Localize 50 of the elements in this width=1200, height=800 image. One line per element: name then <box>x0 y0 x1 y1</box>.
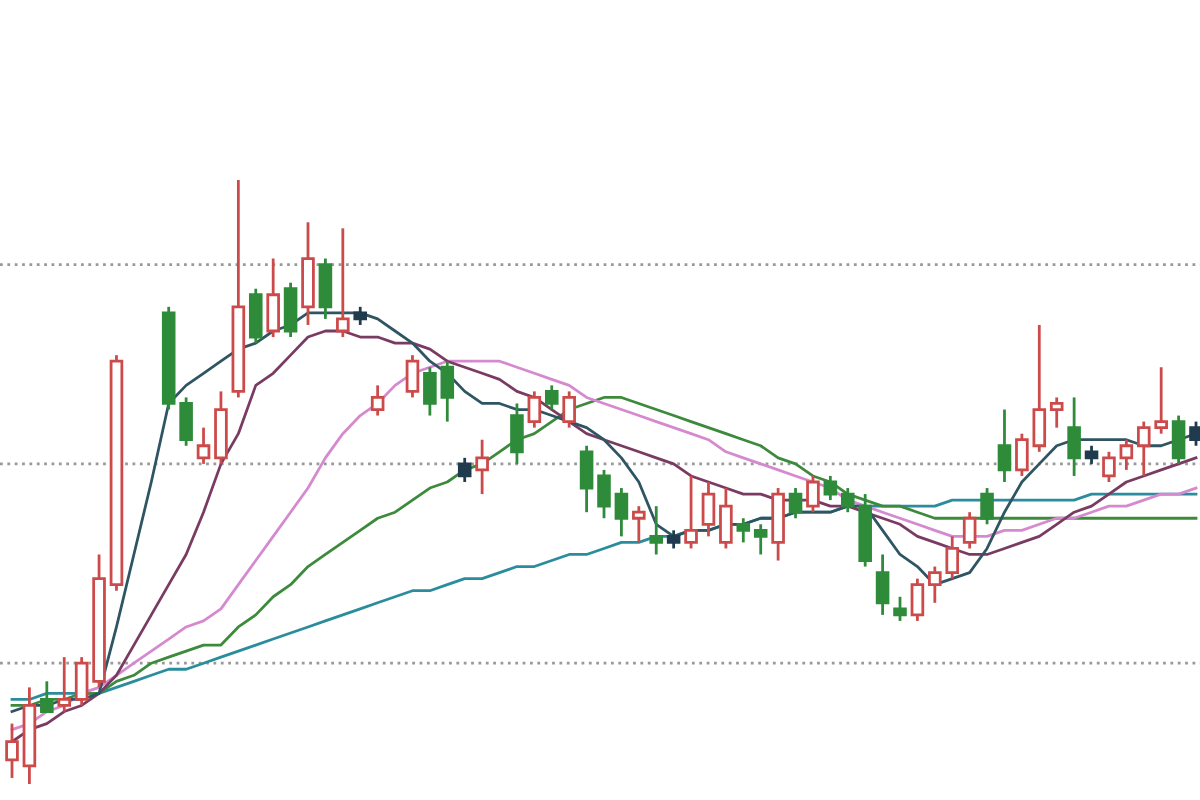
candlestick <box>753 522 768 556</box>
candlestick <box>196 426 211 466</box>
candlestick <box>579 444 594 514</box>
candlestick <box>684 474 698 550</box>
candlestick <box>1084 444 1099 466</box>
candlestick <box>562 390 576 430</box>
candlestick <box>893 595 907 623</box>
candlestick <box>40 679 54 713</box>
candlestick <box>1119 438 1134 472</box>
candlestick <box>910 577 925 623</box>
candlestick <box>179 396 193 448</box>
candlestick <box>57 655 72 713</box>
candlestick <box>266 257 280 339</box>
candlestick <box>544 383 559 411</box>
candlestick <box>353 305 368 327</box>
candlestick <box>666 528 681 550</box>
candlestick <box>614 486 629 538</box>
candlestick <box>875 553 890 617</box>
candlestick <box>701 480 716 538</box>
candlestick <box>1015 432 1029 478</box>
candlestick <box>423 365 437 417</box>
candlestick <box>283 281 298 339</box>
candlestick <box>597 468 611 520</box>
candlestick <box>74 655 89 707</box>
candlestick <box>5 722 19 780</box>
candlestick <box>1032 323 1047 454</box>
candlestick <box>719 486 733 550</box>
candlestick <box>527 390 542 430</box>
candlestick <box>1049 396 1064 430</box>
candlestick <box>248 287 263 345</box>
candlestick <box>440 359 455 423</box>
candlestick <box>1171 414 1186 466</box>
candlestick <box>806 474 820 514</box>
candlestick <box>475 438 489 496</box>
candlestick <box>336 226 350 339</box>
candlestick <box>632 504 646 544</box>
candlestick <box>736 516 751 544</box>
candlestick <box>649 504 664 556</box>
candlestick <box>980 486 994 526</box>
candlestick <box>1102 450 1116 484</box>
candlestick <box>510 402 524 466</box>
candlestick <box>318 257 333 321</box>
candlestick <box>997 408 1012 484</box>
candlestick <box>457 456 472 484</box>
candlestick <box>788 486 803 520</box>
candlestick <box>370 383 385 417</box>
candlestick <box>823 474 838 502</box>
candlestick <box>962 510 977 550</box>
candlestick <box>1067 396 1081 478</box>
candlestick <box>405 353 420 399</box>
